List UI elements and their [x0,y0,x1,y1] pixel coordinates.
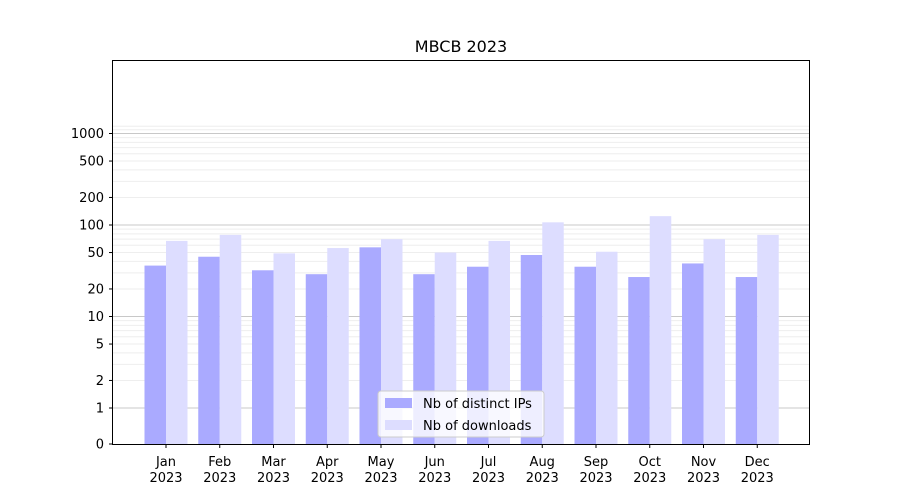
bar-group [144,216,779,444]
x-tick-label-year: 2023 [418,471,451,486]
bar-distinct-ips [305,274,328,444]
x-tick-label-month: Jan [155,455,176,470]
x-tick-label-month: Jul [480,455,497,470]
y-tick-label: 1000 [71,127,104,142]
x-tick-label-year: 2023 [687,471,720,486]
bar-downloads [596,251,618,444]
bar-downloads [166,240,188,444]
y-tick-label: 500 [79,155,104,170]
chart-title: MBCB 2023 [415,37,507,56]
bar-downloads [542,222,564,444]
legend-swatch-ips [385,398,412,408]
x-tick-label-year: 2023 [526,471,559,486]
y-tick-label: 2 [96,374,104,389]
bar-distinct-ips [144,265,166,444]
x-tick-label-year: 2023 [203,471,236,486]
y-tick-label: 10 [87,310,104,325]
x-tick-label-month: Sep [584,455,609,470]
x-tick-label-month: Feb [208,455,231,470]
y-tick-label: 1 [96,402,104,417]
y-tick-label: 20 [87,282,104,297]
bar-downloads [703,239,725,444]
x-tick-label-year: 2023 [257,471,290,486]
bar-downloads [327,248,349,444]
bar-downloads [649,216,672,444]
bar-distinct-ips [628,277,650,444]
legend: Nb of distinct IPs Nb of downloads [377,390,545,438]
x-tick-label-month: Jun [424,455,445,470]
x-axis: Jan2023Feb2023Mar2023Apr2023May2023Jun20… [149,444,774,486]
bar-downloads [219,234,242,444]
bar-downloads [273,253,295,444]
y-tick-label: 100 [79,219,104,234]
x-tick-label-year: 2023 [311,471,344,486]
x-tick-label-month: Mar [261,455,286,470]
bar-distinct-ips [198,256,220,444]
x-tick-label-year: 2023 [149,471,182,486]
y-tick-label: 5 [96,338,104,353]
legend-label-ips: Nb of distinct IPs [423,397,532,412]
bar-distinct-ips [359,247,381,444]
legend-swatch-downloads [385,420,412,430]
bar-distinct-ips [735,277,758,444]
y-tick-label: 0 [96,438,104,453]
y-tick-label: 200 [79,191,104,206]
x-tick-label-month: Dec [745,455,770,470]
x-tick-label-month: Apr [316,455,339,470]
y-tick-label: 50 [87,246,104,261]
x-tick-label-month: Oct [639,455,661,470]
x-tick-label-month: Nov [691,455,717,470]
x-tick-label-month: Aug [530,455,555,470]
bar-distinct-ips [252,270,274,444]
y-axis: 0 1 2 5 10 20 50 100 200 500 1000 [71,127,113,453]
legend-frame [377,390,545,438]
x-tick-label-month: May [368,455,395,470]
x-tick-label-year: 2023 [741,471,774,486]
x-tick-label-year: 2023 [579,471,612,486]
bar-downloads [757,234,779,444]
bar-distinct-ips [682,263,704,444]
bar-distinct-ips [574,266,596,444]
x-tick-label-year: 2023 [364,471,397,486]
legend-label-downloads: Nb of downloads [423,419,532,434]
x-tick-label-year: 2023 [633,471,666,486]
x-tick-label-year: 2023 [472,471,505,486]
